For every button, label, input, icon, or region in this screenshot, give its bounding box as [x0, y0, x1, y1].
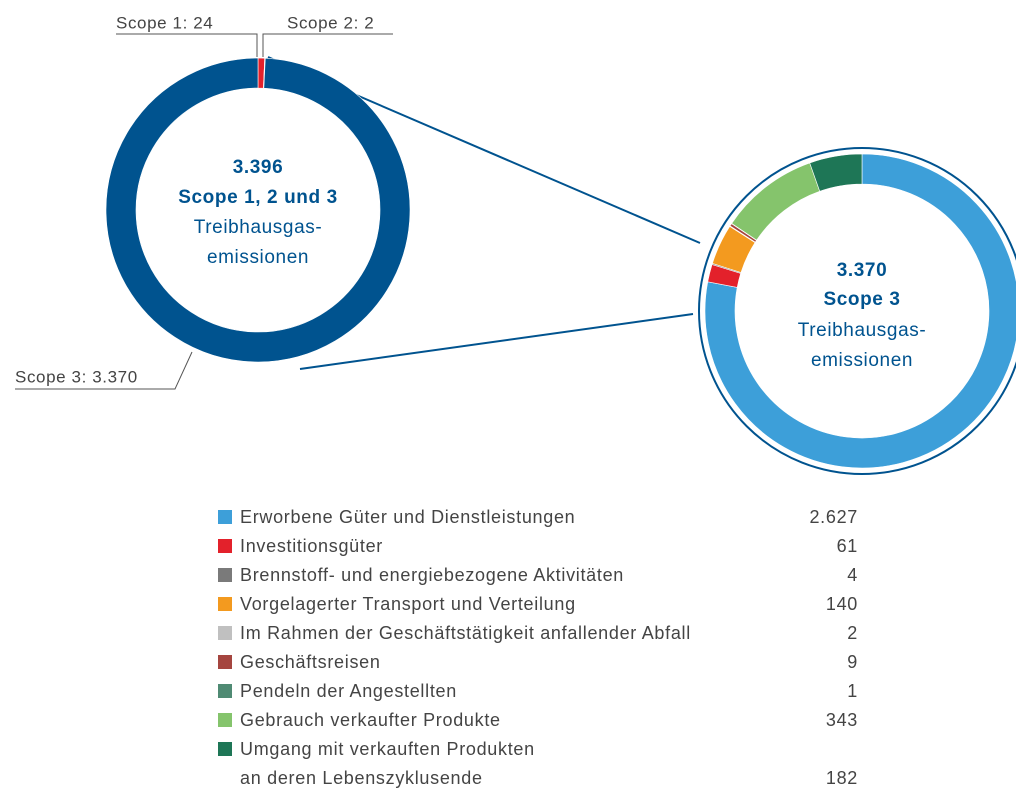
leader-lines — [15, 33, 393, 390]
center-text: Treibhausgas- — [798, 320, 927, 341]
legend-label: Gebrauch verkaufter Produkte — [240, 710, 501, 730]
legend-swatch — [218, 539, 232, 553]
center-text: Treibhausgas- — [194, 217, 323, 238]
legend-item: Umgang mit verkauften Produkten an deren… — [218, 735, 858, 793]
center-text: Scope 1, 2 und 3 — [178, 187, 338, 208]
legend-swatch — [218, 626, 232, 640]
legend-label: Investitionsgüter — [240, 536, 383, 556]
legend-value: 4 — [847, 565, 858, 585]
center-text: 3.396 — [233, 157, 284, 178]
slice-label: Scope 2: 2 — [287, 13, 374, 32]
legend-item: Erworbene Güter und Dienstleistungen 2.62… — [218, 503, 858, 532]
legend-item: Investitionsgüter 61 — [218, 532, 858, 561]
legend-item: Pendeln der Angestellten 1 — [218, 677, 858, 706]
legend-value: 2.627 — [809, 507, 858, 527]
donut-segment — [809, 153, 863, 192]
legend-item: Brennstoff- und energiebezogene Aktivitä… — [218, 561, 858, 590]
legend-label: Erworbene Güter und Dienstleistungen — [240, 507, 576, 527]
legend-value: 182 — [825, 768, 858, 788]
center-text: emissionen — [811, 350, 913, 371]
donut-segment — [731, 162, 821, 241]
legend-value: 140 — [825, 594, 858, 614]
legend-swatch — [218, 742, 232, 756]
legend-label: Umgang mit verkauften Produkten an deren… — [240, 739, 535, 788]
legend-value: 9 — [847, 652, 858, 672]
legend-label: Brennstoff- und energiebezogene Aktivitä… — [240, 565, 625, 585]
legend-item: Gebrauch verkaufter Produkte 343 — [218, 706, 858, 735]
legend-value: 343 — [825, 710, 858, 730]
legend-value: 61 — [836, 536, 858, 556]
slice-label: Scope 3: 3.370 — [15, 367, 138, 386]
legend-item: Vorgelagerter Transport und Verteilung 14… — [218, 590, 858, 619]
legend-label: Vorgelagerter Transport und Verteilung — [240, 594, 576, 614]
legend-label: Im Rahmen der Geschäftstätigkeit anfalle… — [240, 623, 691, 643]
legend-swatch — [218, 510, 232, 524]
donut-segment — [105, 57, 411, 363]
center-text: Scope 3 — [823, 289, 900, 310]
slice-label: Scope 1: 24 — [116, 13, 213, 32]
legend-swatch — [218, 655, 232, 669]
legend-label: Pendeln der Angestellten — [240, 681, 457, 701]
legend-swatch — [218, 684, 232, 698]
legend-swatch — [218, 597, 232, 611]
legend-label: Geschäftsreisen — [240, 652, 381, 672]
center-text: emissionen — [207, 247, 309, 268]
legend: Erworbene Güter und Dienstleistungen 2.62… — [218, 503, 858, 793]
donut-segment — [704, 153, 1016, 469]
legend-value: 2 — [847, 623, 858, 643]
legend-value: 1 — [847, 681, 858, 701]
legend-swatch — [218, 713, 232, 727]
legend-item: Geschäftsreisen 9 — [218, 648, 858, 677]
center-text: 3.370 — [837, 260, 888, 281]
legend-item: Im Rahmen der Geschäftstätigkeit anfalle… — [218, 619, 858, 648]
legend-swatch — [218, 568, 232, 582]
